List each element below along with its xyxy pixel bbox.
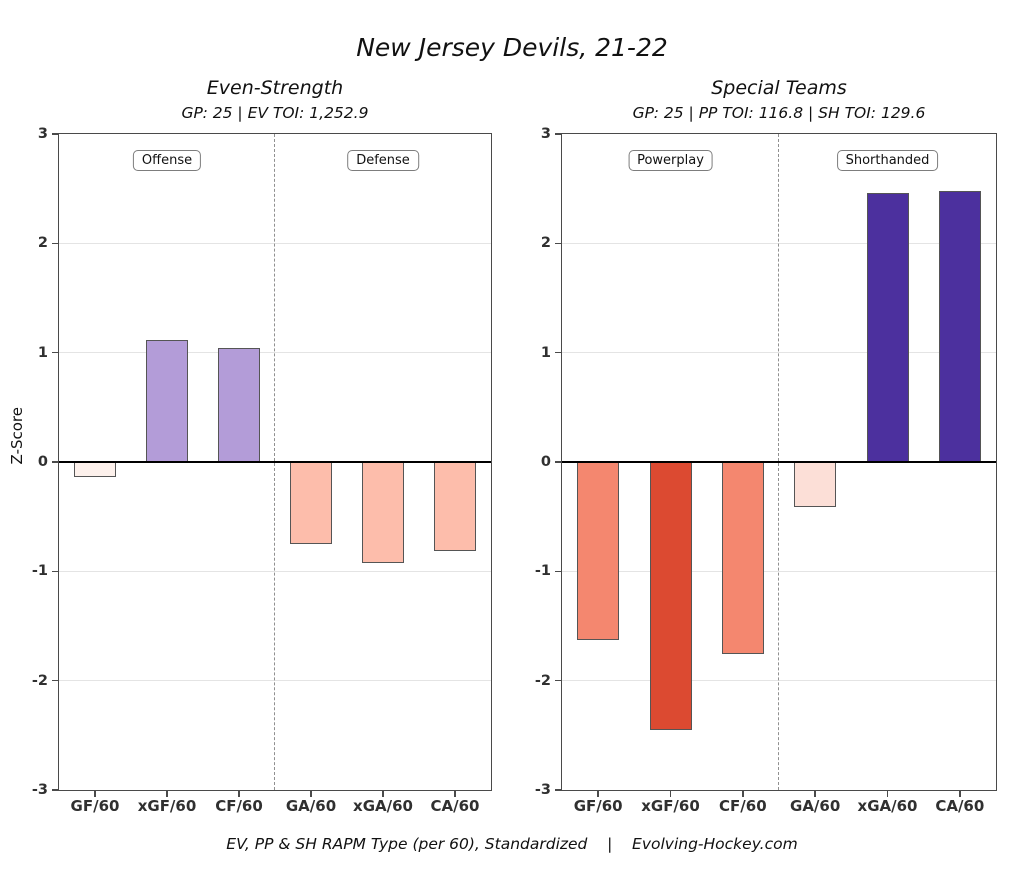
y-tick-label: 3 bbox=[37, 126, 48, 142]
y-axis-title: Z-Score bbox=[8, 407, 26, 465]
y-tick-mark bbox=[555, 679, 561, 682]
y-tick-label: -2 bbox=[31, 672, 48, 689]
bar-xga60 bbox=[362, 462, 404, 563]
x-tick-mark bbox=[886, 790, 889, 797]
bar-cf60 bbox=[218, 348, 260, 462]
x-tick-mark bbox=[238, 790, 240, 797]
x-tick-label: CA/60 bbox=[935, 797, 985, 815]
y-tick-label: -1 bbox=[534, 563, 551, 580]
facet-special-teams: Special Teams GP: 25 | PP TOI: 116.8 | S… bbox=[535, 0, 997, 869]
x-tick-mark bbox=[454, 790, 456, 797]
y-tick-mark bbox=[555, 351, 561, 354]
bar-ga60 bbox=[794, 462, 837, 507]
y-tick-label: 2 bbox=[540, 235, 551, 252]
x-tick-label: GF/60 bbox=[70, 797, 120, 815]
plot-area-special-teams: Powerplay Shorthanded 3 2 1 0 -1 -2 -3 GF/60 xGF/6… bbox=[535, 126, 997, 815]
x-tick-mark bbox=[94, 790, 96, 797]
y-tick-mark bbox=[52, 133, 58, 135]
facet-title-special-teams: Special Teams bbox=[711, 77, 847, 99]
x-tick-label: xGF/60 bbox=[641, 797, 700, 815]
bar-xgf60 bbox=[146, 339, 188, 462]
bar-ca60 bbox=[434, 462, 476, 551]
y-tick-label: -2 bbox=[534, 672, 551, 689]
x-tick-label: xGA/60 bbox=[353, 797, 413, 815]
y-tick-mark bbox=[555, 133, 561, 135]
bar-xgf60 bbox=[649, 462, 692, 730]
x-tick-label: GA/60 bbox=[285, 797, 337, 815]
y-tick-label: -3 bbox=[534, 782, 551, 798]
x-tick-label: CF/60 bbox=[719, 797, 767, 815]
x-tick-label: CF/60 bbox=[215, 797, 263, 815]
x-tick-mark bbox=[959, 790, 961, 797]
x-tick-label: GA/60 bbox=[790, 797, 841, 815]
zero-line bbox=[562, 461, 996, 463]
x-tick-label: GF/60 bbox=[573, 797, 623, 815]
x-tick-mark bbox=[742, 790, 744, 797]
y-tick-label: -1 bbox=[31, 563, 48, 580]
zero-line bbox=[59, 461, 491, 463]
bar-gf60 bbox=[74, 462, 116, 478]
y-tick-mark bbox=[52, 789, 58, 791]
y-tick-label: 1 bbox=[540, 344, 551, 361]
y-tick-label: 0 bbox=[37, 454, 48, 470]
y-tick-mark bbox=[555, 242, 561, 245]
y-tick-label: 2 bbox=[37, 235, 48, 252]
y-tick-mark bbox=[52, 351, 58, 354]
y-tick-mark bbox=[555, 570, 561, 573]
x-tick-mark bbox=[166, 790, 168, 797]
y-tick-label: 1 bbox=[37, 344, 48, 361]
bar-gf60 bbox=[577, 462, 620, 641]
x-tick-mark bbox=[382, 790, 384, 797]
y-tick-mark bbox=[52, 242, 58, 245]
x-tick-mark bbox=[669, 790, 672, 797]
x-tick-mark bbox=[310, 790, 312, 797]
chart-title: New Jersey Devils, 21-22 bbox=[356, 33, 668, 62]
facet-title-even-strength: Even-Strength bbox=[206, 77, 344, 99]
chart-caption: EV, PP & SH RAPM Type (per 60), Standard… bbox=[226, 835, 798, 853]
group-label-defense: Defense bbox=[347, 150, 419, 171]
x-tick-label: xGA/60 bbox=[857, 797, 918, 815]
facet-even-strength: Even-Strength GP: 25 | EV TOI: 1,252.9 O… bbox=[32, 0, 492, 869]
x-tick-mark bbox=[597, 790, 599, 797]
y-tick-mark bbox=[52, 679, 58, 682]
bar-xga60 bbox=[866, 193, 909, 462]
y-tick-label: 3 bbox=[540, 126, 551, 142]
group-label-powerplay: Powerplay bbox=[628, 150, 713, 171]
plot-area-even-strength: Offense Defense 3 2 1 0 -1 -2 -3 GF/60 xGF/60 CF/60… bbox=[32, 126, 492, 815]
bar-cf60 bbox=[721, 462, 764, 655]
facet-subtitle-even-strength: GP: 25 | EV TOI: 1,252.9 bbox=[181, 104, 369, 122]
y-tick-mark bbox=[52, 570, 58, 573]
group-label-offense: Offense bbox=[132, 150, 202, 171]
y-tick-mark bbox=[555, 789, 561, 791]
bar-ca60 bbox=[938, 190, 981, 462]
x-tick-label: xGF/60 bbox=[137, 797, 197, 815]
x-tick-label: CA/60 bbox=[430, 797, 480, 815]
bar-ga60 bbox=[290, 462, 332, 544]
facet-subtitle-special-teams: GP: 25 | PP TOI: 116.8 | SH TOI: 129.6 bbox=[632, 104, 926, 122]
y-tick-label: -3 bbox=[31, 782, 48, 798]
y-tick-mark bbox=[52, 461, 58, 463]
y-tick-label: 0 bbox=[540, 454, 551, 470]
group-label-shorthanded: Shorthanded bbox=[836, 150, 939, 171]
x-tick-mark bbox=[814, 790, 816, 797]
y-tick-mark bbox=[555, 461, 561, 463]
